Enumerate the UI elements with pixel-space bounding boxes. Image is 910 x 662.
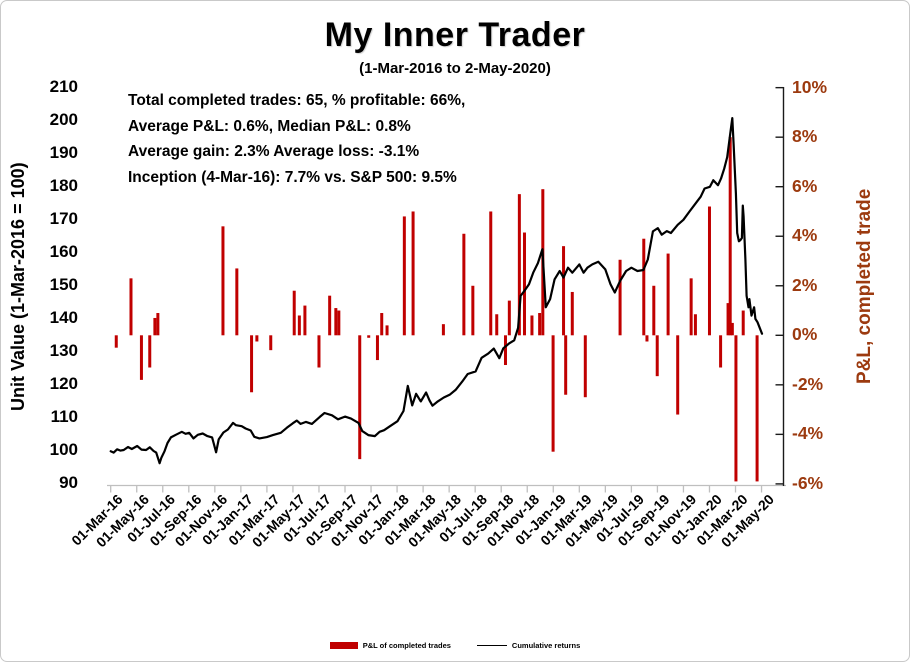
pl-bar [317, 335, 321, 368]
right-axis-tick-label: 0% [792, 324, 818, 345]
pl-bar [530, 315, 534, 336]
right-axis-tick-label: 8% [792, 126, 818, 147]
left-axis-tick-label: 100 [49, 440, 78, 460]
left-axis-tick-label: 180 [49, 176, 78, 196]
left-axis-tick-label: 150 [49, 275, 78, 295]
legend: P&L of completed trades Cumulative return… [0, 641, 910, 650]
pl-bar [693, 314, 697, 336]
pl-bar [730, 322, 734, 336]
pl-bar [358, 335, 362, 460]
pl-bar [645, 335, 649, 342]
chart-title: My Inner Trader [324, 16, 586, 54]
pl-bar [570, 291, 574, 336]
pl-bar [538, 313, 542, 336]
pl-bar [471, 285, 475, 336]
right-axis-tick-label: -6% [792, 472, 824, 493]
left-axis-tick-label: 190 [49, 143, 78, 163]
pl-bar [666, 253, 670, 336]
pl-bar [328, 295, 332, 336]
pl-bar [156, 313, 160, 336]
pl-bar [114, 335, 118, 348]
right-axis-tick-label: 4% [792, 225, 818, 246]
pl-bar [755, 335, 759, 482]
pl-bar [462, 233, 466, 336]
pl-bar [221, 226, 225, 336]
left-axis-tick-label: 130 [49, 341, 78, 361]
stats-annotation-line: Total completed trades: 65, % profitable… [128, 92, 466, 109]
pl-bar [269, 335, 273, 351]
pl-bar [411, 211, 415, 336]
pl-bar [503, 335, 507, 366]
pl-bar [153, 317, 157, 336]
pl-bar [707, 206, 711, 336]
pl-bar [522, 232, 526, 336]
pl-bar [139, 335, 143, 380]
chart-subtitle: (1-Mar-2016 to 2-May-2020) [359, 60, 551, 77]
stats-annotation: Total completed trades: 65, % profitable… [128, 88, 465, 190]
stats-annotation-line: Inception (4-Mar-16): 7.7% vs. S&P 500: … [128, 168, 457, 186]
pl-bar [292, 290, 296, 336]
pl-bar [719, 335, 723, 368]
right-axis-tick-label: -2% [792, 373, 824, 394]
legend-item: P&L of completed trades [329, 641, 451, 650]
right-axis-tick-label: 10% [792, 76, 828, 97]
pl-bar [517, 194, 521, 336]
pl-bar [489, 211, 493, 336]
pl-bar [676, 335, 680, 415]
left-axis-tick-label: 200 [49, 110, 78, 130]
left-axis-tick-label: 170 [49, 209, 78, 229]
pl-bar [551, 335, 555, 452]
right-axis-tick-label: 6% [792, 175, 818, 196]
pl-bar [726, 303, 730, 336]
pl-bar [375, 335, 379, 361]
legend-label: Cumulative returns [511, 641, 581, 650]
pl-bar [728, 137, 732, 336]
stats-annotation-line: Average P&L: 0.6%, Median P&L: 0.8% [128, 117, 411, 135]
pl-bar [367, 335, 371, 338]
pl-bar [655, 335, 659, 377]
pl-bar [380, 313, 384, 336]
left-axis-tick-label: 210 [49, 77, 78, 97]
pl-bar [652, 285, 656, 336]
pl-bar [441, 324, 445, 336]
pl-bar [642, 238, 646, 336]
pl-bar [734, 335, 738, 482]
pl-bar [385, 325, 389, 336]
stats-annotation-line: Average gain: 2.3% Average loss: -3.1% [128, 143, 420, 160]
pl-bar [507, 300, 511, 336]
left-axis-tick-label: 120 [49, 374, 78, 394]
pl-bar [741, 310, 745, 336]
pl-bar [618, 259, 622, 336]
left-axis-tick-label: 110 [50, 407, 78, 427]
pl-bar [129, 278, 133, 336]
pl-bar [255, 335, 259, 342]
legend-label: P&L of completed trades [362, 641, 451, 650]
pl-bar [689, 278, 693, 336]
pl-bar [564, 335, 568, 395]
pl-bar [337, 310, 341, 336]
pl-bar [250, 335, 254, 393]
left-axis-tick-label: 90 [59, 473, 78, 493]
pl-bar [303, 305, 307, 336]
pl-bar [583, 335, 587, 398]
left-axis-tick-label: 160 [49, 242, 78, 262]
right-axis-tick-label: -4% [792, 423, 824, 444]
right-axis-tick-label: 2% [792, 274, 818, 295]
pl-bar [235, 268, 239, 336]
pl-bar [334, 308, 338, 336]
pl-bar [297, 315, 301, 336]
pl-bar [562, 246, 566, 336]
pl-bar [402, 216, 406, 336]
pl-bar [148, 335, 152, 368]
legend-item: Cumulative returns [476, 641, 581, 650]
legend-bar-swatch [329, 642, 358, 649]
left-axis-tick-label: 140 [49, 308, 78, 328]
pl-bar [495, 314, 499, 336]
legend-line-swatch [476, 645, 507, 646]
cumulative-line [109, 117, 764, 465]
